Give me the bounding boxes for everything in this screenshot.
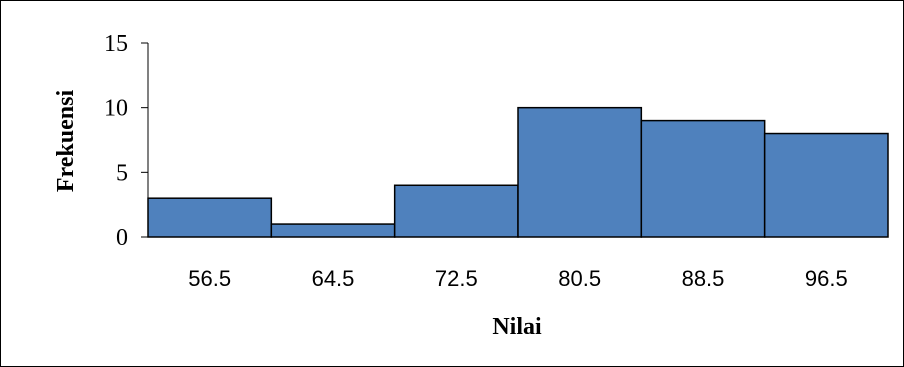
bar-72.5 (393, 184, 519, 238)
x-tick-label: 80.5 (558, 266, 601, 291)
bar-80.5 (517, 106, 643, 238)
y-tick-label: 15 (104, 31, 128, 57)
bar-56.5 (147, 197, 273, 238)
y-axis-title: Frekuensi (53, 90, 79, 193)
bar-64.5 (270, 223, 396, 238)
bar-96.5 (763, 132, 889, 238)
y-axis: 0 5 10 15 (104, 31, 888, 251)
x-tick-label: 88.5 (682, 266, 725, 291)
y-tick-label: 10 (104, 96, 128, 122)
x-tick-label: 64.5 (312, 266, 355, 291)
x-tick-label: 72.5 (435, 266, 478, 291)
x-tick-label: 56.5 (188, 266, 231, 291)
x-tick-label: 96.5 (805, 266, 848, 291)
x-axis-title: Nilai (492, 314, 542, 340)
x-axis-ticks: 56.5 64.5 72.5 80.5 88.5 96.5 (188, 266, 847, 291)
y-tick-label: 0 (116, 225, 128, 251)
bars-group (147, 106, 889, 238)
y-tick-label: 5 (116, 160, 128, 186)
bar-88.5 (640, 119, 766, 238)
